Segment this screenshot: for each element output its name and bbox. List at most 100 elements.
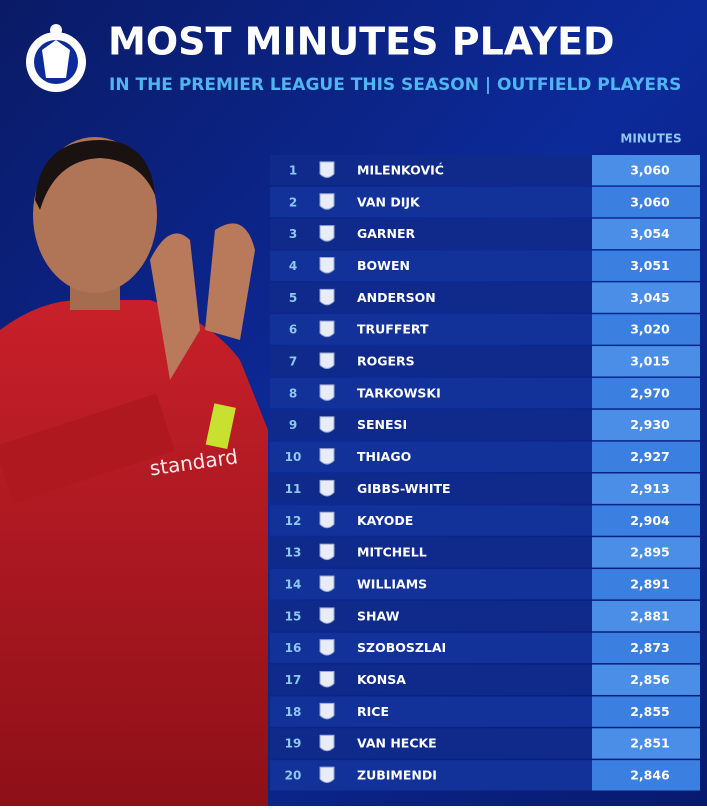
minutes: 2,927 [630,449,670,464]
value-cell [592,600,700,632]
minutes: 3,020 [630,322,670,337]
club-badge [319,288,335,306]
table-row: 15 SHAW 2,881 [270,600,700,632]
player-name: VAN HECKE [357,736,437,751]
player-name: KONSA [357,672,406,687]
club-badge [319,766,335,784]
subtitle: IN THE PREMIER LEAGUE THIS SEASON | OUTF… [109,75,681,95]
rank: 8 [289,386,297,400]
rank: 10 [285,450,302,464]
minutes: 3,060 [630,162,670,177]
value-cell [592,728,700,759]
table-row: 5 ANDERSON 3,045 [270,282,700,313]
rank: 16 [285,641,302,655]
rank: 14 [285,577,302,591]
club-badge [319,671,335,688]
player-name: GARNER [357,226,416,241]
player-name: THIAGO [357,449,411,464]
table-row: 1 MILENKOVIĆ 3,060 [270,155,700,186]
minutes: 2,930 [630,417,670,432]
row-background [270,600,592,632]
table-row: 4 BOWEN 3,051 [270,250,700,281]
minutes: 2,913 [630,481,670,496]
value-cell [592,696,700,727]
rank: 5 [289,291,297,305]
club-badge [319,320,335,338]
rank: 13 [285,546,302,560]
minutes: 2,895 [630,545,670,560]
table: 1 MILENKOVIĆ 3,060 2 VAN DIJK 3,060 3 GARNER 3,0… [270,155,700,791]
minutes: 2,873 [630,640,670,655]
rank: 19 [285,737,302,751]
minutes: 2,846 [630,768,670,783]
value-cell [592,409,700,441]
table-row: 14 WILLIAMS 2,891 [270,569,700,600]
row-background [270,218,592,250]
table-row: 20 ZUBIMENDI 2,846 [270,760,700,791]
table-row: 7 ROGERS 3,015 [270,346,700,377]
player-name: WILLIAMS [357,576,427,591]
player-name: MILENKOVIĆ [357,162,444,177]
club-badge [319,479,335,497]
table-row: 6 TRUFFERT 3,020 [270,314,700,345]
player-name: RICE [357,704,389,719]
player-name: SENESI [357,417,407,432]
row-background [270,314,592,345]
title: MOST MINUTES PLAYED [108,20,615,64]
club-badge [319,702,335,720]
value-cell [592,250,700,281]
minutes: 2,851 [630,736,670,751]
value-cell [592,760,700,791]
row-background [270,441,592,472]
minutes: 2,855 [630,704,670,719]
rank: 6 [289,323,297,337]
club-badge [319,416,335,433]
value-cell [592,632,700,664]
table-row: 13 MITCHELL 2,895 [270,537,700,568]
player-name: VAN DIJK [357,194,421,209]
club-badge [319,256,335,274]
minutes: 2,970 [630,385,670,400]
minutes: 3,015 [630,354,670,369]
player-name: TARKOWSKI [357,385,441,400]
table-row: 19 VAN HECKE 2,851 [270,728,700,759]
club-badge [319,352,335,370]
rank: 4 [289,259,297,273]
value-cell [592,441,700,472]
player-name: KAYODE [357,513,413,528]
minutes: 3,054 [630,226,670,241]
player-name: TRUFFERT [357,322,429,337]
table-row: 11 GIBBS-WHITE 2,913 [270,473,700,504]
club-badge [319,193,335,210]
value-cell [592,314,700,345]
value-cell [592,282,700,313]
row-background [270,505,592,536]
row-background [270,186,592,218]
table-row: 3 GARNER 3,054 [270,218,700,250]
minutes: 2,891 [630,576,670,591]
table-row: 16 SZOBOSZLAI 2,873 [270,632,700,664]
value-cell [592,155,700,186]
table-row: 2 VAN DIJK 3,060 [270,186,700,218]
club-badge [319,511,335,529]
club-badge [319,384,335,401]
table-row: 10 THIAGO 2,927 [270,441,700,472]
rank: 11 [285,482,302,496]
table-row: 17 KONSA 2,856 [270,664,700,695]
row-background [270,250,592,281]
row-background [270,346,592,377]
row-background [270,696,592,727]
player-name: ANDERSON [357,290,436,305]
league-logo [26,24,86,92]
player-name: BOWEN [357,258,410,273]
rank: 1 [289,163,297,177]
value-cell [592,537,700,568]
player-name: ZUBIMENDI [357,768,437,783]
value-cell [592,569,700,600]
club-badge [319,639,335,656]
row-background [270,664,592,695]
rank: 12 [285,514,302,528]
rank: 20 [285,769,302,783]
value-cell [592,377,700,409]
